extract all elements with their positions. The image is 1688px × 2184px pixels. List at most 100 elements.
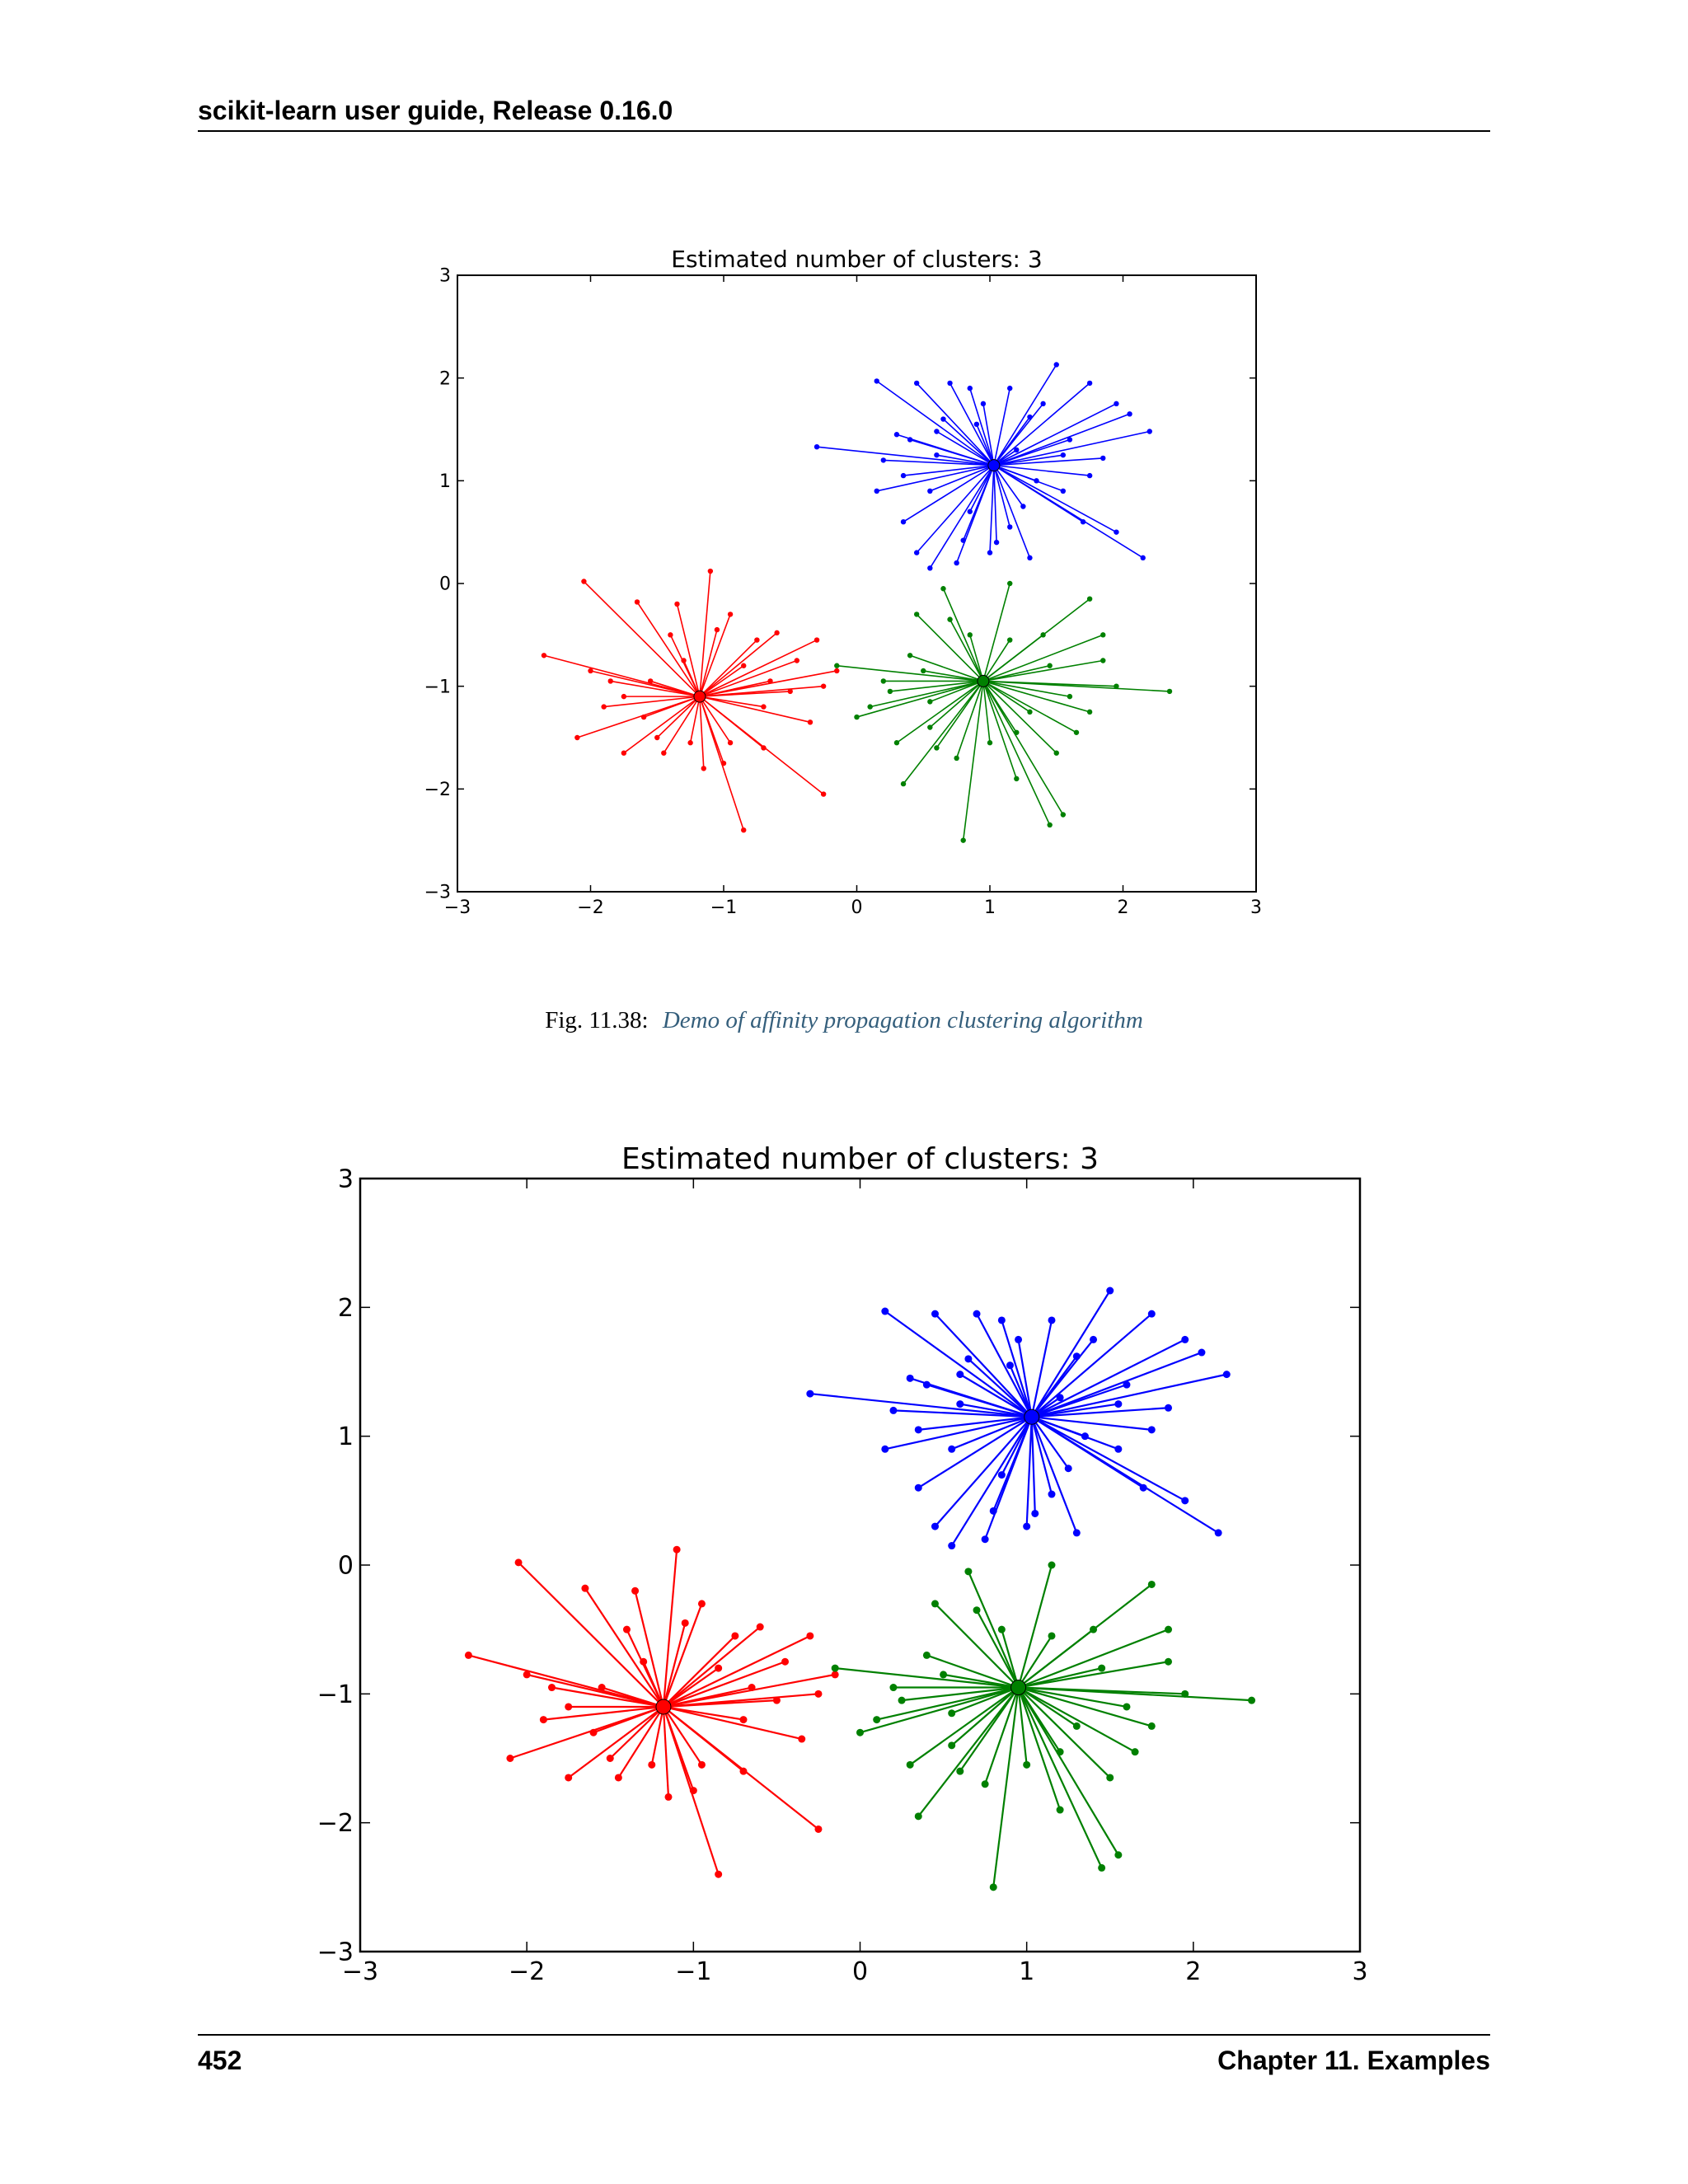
cluster-link (1030, 1338, 1095, 1418)
y-tick-label: 3 (439, 266, 451, 287)
data-point (1031, 1509, 1039, 1517)
cluster-link (982, 681, 991, 743)
data-point (997, 1316, 1006, 1324)
cluster-link (967, 1571, 1020, 1688)
data-point (697, 1760, 706, 1769)
cluster-link (1031, 1416, 1085, 1437)
data-point (581, 1584, 589, 1592)
cluster-link (916, 382, 995, 466)
cluster-link (918, 1416, 1032, 1431)
data-point (754, 637, 760, 643)
data-point (898, 1696, 906, 1704)
cluster-link (982, 680, 1030, 713)
data-point (913, 380, 920, 387)
data-point (889, 1684, 898, 1692)
data-point (948, 1741, 956, 1750)
cluster-link (959, 1373, 1033, 1418)
cluster-link (699, 570, 711, 697)
cluster-link (699, 670, 837, 697)
cluster-link (916, 465, 995, 554)
cluster-link (663, 696, 701, 754)
cluster-link (699, 696, 724, 764)
cluster-link (951, 1686, 1019, 1714)
data-point (967, 385, 973, 391)
data-point (589, 1728, 598, 1736)
data-point (1048, 1316, 1056, 1324)
cluster-link (929, 680, 984, 729)
data-point (1040, 401, 1046, 407)
cluster-link (993, 464, 1037, 482)
data-point (1047, 822, 1053, 828)
data-point (980, 401, 987, 407)
cluster-link (1001, 1629, 1020, 1688)
data-point (1114, 1445, 1123, 1453)
cluster-link (699, 629, 718, 697)
data-point (900, 472, 907, 479)
data-point (834, 663, 840, 668)
cluster-link (650, 1706, 665, 1765)
cluster-link (699, 665, 744, 697)
cluster-series (831, 1561, 1256, 1891)
data-point (1123, 1703, 1131, 1711)
y-tick-label: −2 (424, 780, 451, 800)
data-point (1198, 1348, 1206, 1357)
cluster-link (609, 1706, 664, 1760)
data-point (581, 579, 587, 584)
cluster-link (699, 696, 811, 724)
data-point (934, 429, 940, 434)
cluster-link (1030, 1417, 1036, 1514)
data-point (967, 509, 973, 514)
cluster-center (977, 674, 990, 687)
cluster-link (1009, 1365, 1033, 1418)
y-tick-label: 1 (338, 1422, 354, 1451)
cluster-link (982, 681, 1064, 815)
cluster-link (663, 1667, 720, 1708)
cluster-link (837, 664, 984, 682)
data-point (947, 380, 953, 387)
y-tick-label: 2 (338, 1294, 354, 1323)
data-point (614, 1774, 622, 1782)
cluster-link (623, 696, 701, 754)
data-point (1027, 555, 1033, 561)
data-point (601, 704, 607, 710)
cluster-link (889, 680, 984, 692)
data-point (1056, 1394, 1064, 1402)
data-point (1090, 1335, 1098, 1343)
cluster-series (541, 568, 840, 833)
data-point (1123, 1380, 1131, 1389)
data-point (947, 616, 953, 622)
cluster-link (601, 1686, 664, 1708)
cluster-link (917, 1416, 1033, 1489)
data-point (1053, 362, 1059, 368)
cluster-link (568, 1706, 664, 1779)
data-point (948, 1445, 956, 1453)
running-header: scikit-learn user guide, Release 0.16.0 (198, 96, 673, 125)
data-point (714, 626, 720, 633)
data-point (934, 745, 940, 751)
cluster-link (1030, 1319, 1053, 1418)
figure-small: Estimated number of clusters: 3 −3 −2 −1 0 1 2… (0, 231, 1688, 944)
caption-link[interactable]: Demo of affinity propagation clustering … (662, 1007, 1143, 1033)
data-point (1114, 1400, 1123, 1408)
cluster-link (982, 634, 1044, 682)
cluster-link (1017, 1635, 1053, 1689)
data-point (464, 1651, 472, 1659)
data-point (621, 693, 627, 700)
cluster-link (663, 1693, 819, 1708)
y-tick-label: 3 (338, 1165, 354, 1194)
cluster-link (1031, 1313, 1153, 1418)
data-point (648, 1760, 656, 1769)
data-point (1007, 524, 1013, 530)
data-point (834, 668, 840, 674)
data-point (715, 1664, 723, 1672)
cluster-link (699, 639, 818, 697)
cluster-link (669, 634, 701, 697)
cluster-link (1031, 1416, 1219, 1534)
cluster-link (1001, 1319, 1033, 1418)
data-point (1007, 580, 1013, 587)
data-point (547, 1684, 556, 1692)
y-tick-label: 2 (439, 368, 451, 389)
data-point (1047, 663, 1053, 668)
plot-area (457, 275, 1256, 892)
data-point (720, 760, 727, 766)
